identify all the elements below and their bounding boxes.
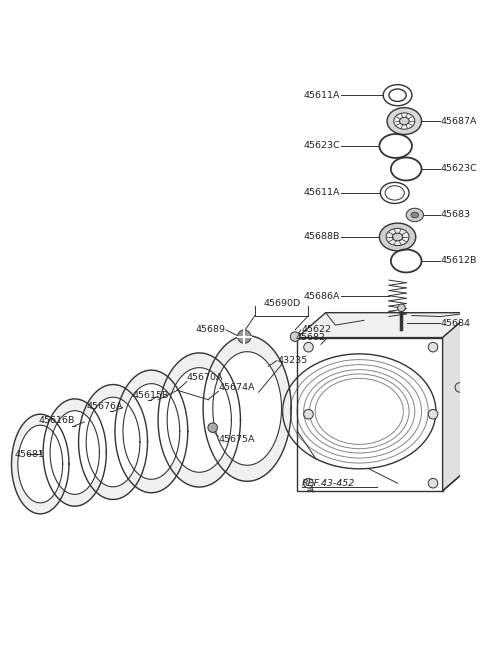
Ellipse shape [399,117,409,125]
Circle shape [304,342,313,352]
Circle shape [397,304,405,312]
Text: 45686A: 45686A [303,292,340,301]
Text: 45674A: 45674A [218,383,255,392]
Circle shape [238,330,251,343]
Circle shape [304,478,313,488]
Text: 45682: 45682 [295,333,325,342]
Circle shape [455,382,465,392]
Polygon shape [297,313,471,338]
Polygon shape [86,397,140,487]
Circle shape [304,409,313,419]
Ellipse shape [394,113,415,129]
Text: 45690D: 45690D [264,298,301,308]
Circle shape [290,332,300,341]
Text: 45687A: 45687A [441,117,477,125]
Text: 45616B: 45616B [38,417,75,426]
Text: 45623C: 45623C [441,165,478,173]
Text: 45681: 45681 [14,450,44,459]
Ellipse shape [387,108,421,134]
Text: 45611A: 45611A [303,91,340,100]
Text: 45684: 45684 [441,319,471,328]
Text: 45683: 45683 [441,211,471,220]
Text: 45623C: 45623C [303,142,340,150]
Circle shape [428,478,438,488]
Ellipse shape [406,208,423,222]
Text: 45688B: 45688B [304,232,340,241]
Text: 45612B: 45612B [441,256,477,266]
Polygon shape [43,399,107,506]
Ellipse shape [411,212,419,218]
Polygon shape [213,352,282,465]
Text: 45676A: 45676A [86,402,123,411]
Text: 45689: 45689 [195,325,225,335]
Circle shape [208,423,217,432]
Polygon shape [115,370,188,493]
Ellipse shape [379,223,416,251]
Text: 45670A: 45670A [187,373,223,382]
Polygon shape [443,313,471,491]
Text: 45615B: 45615B [132,390,168,400]
Polygon shape [203,336,291,482]
Ellipse shape [392,233,403,241]
Text: 45675A: 45675A [218,435,255,443]
Ellipse shape [386,228,409,245]
Polygon shape [123,384,180,480]
Polygon shape [167,367,231,472]
Circle shape [428,409,438,419]
Polygon shape [18,425,63,503]
Polygon shape [158,353,240,487]
Polygon shape [50,411,99,495]
Text: 43235: 43235 [278,356,308,365]
Polygon shape [12,414,69,514]
Polygon shape [79,384,147,499]
Text: 45622: 45622 [302,325,332,335]
Text: 45611A: 45611A [303,188,340,197]
Text: REF.43-452: REF.43-452 [302,479,355,487]
Circle shape [428,342,438,352]
